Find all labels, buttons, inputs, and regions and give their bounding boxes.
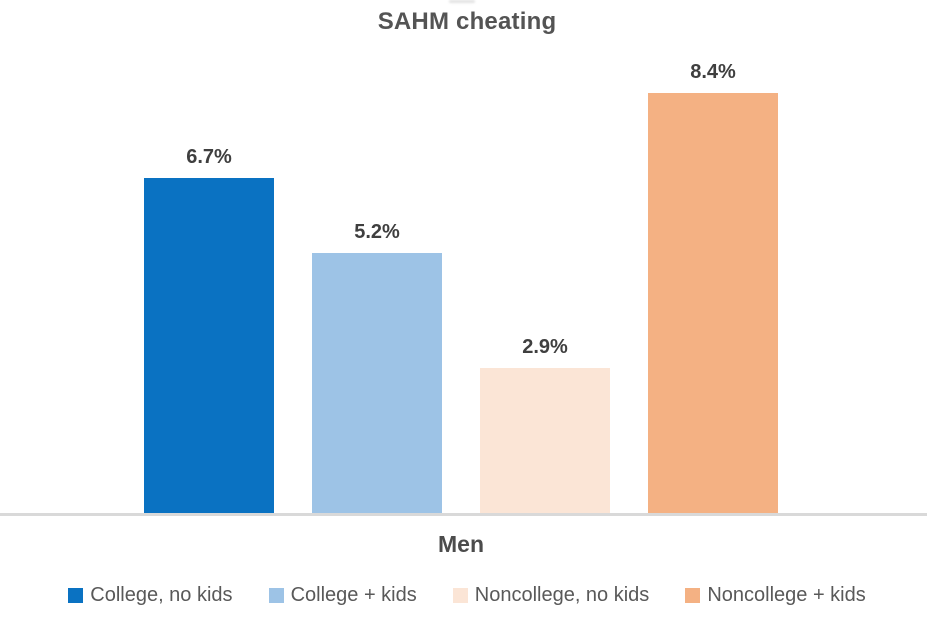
bar-value-label: 6.7% <box>186 146 232 168</box>
x-axis-label: Men <box>438 531 484 557</box>
bars: 6.7% 5.2% 2.9% 8.4% <box>0 61 922 513</box>
legend-swatch-icon <box>68 588 84 603</box>
legend-label: College + kids <box>290 584 417 606</box>
bar-1 <box>312 253 442 513</box>
legend-label: Noncollege, no kids <box>474 584 650 606</box>
legend-item: Noncollege, no kids <box>452 584 650 607</box>
legend: College, no kids College + kids Noncollege… <box>0 584 934 607</box>
legend-label: College, no kids <box>90 584 233 606</box>
legend-swatch-icon <box>452 588 468 603</box>
legend-swatch-icon <box>268 588 284 603</box>
bar-0 <box>144 178 274 513</box>
bar-group: 5.2% <box>312 221 442 513</box>
bar-group: 6.7% <box>144 146 274 513</box>
bar-value-label: 8.4% <box>690 61 736 83</box>
legend-item: Noncollege + kids <box>685 584 866 607</box>
bar-group: 2.9% <box>480 336 610 513</box>
cropped-edge-artifact <box>449 0 475 3</box>
bar-value-label: 2.9% <box>522 336 568 358</box>
bar-group: 8.4% <box>648 61 778 513</box>
bar-value-label: 5.2% <box>354 221 400 243</box>
legend-label: Noncollege + kids <box>707 584 866 606</box>
bar-3 <box>648 93 778 513</box>
legend-item: College, no kids <box>68 584 233 607</box>
legend-item: College + kids <box>268 584 417 607</box>
x-axis-line <box>0 513 927 516</box>
legend-swatch-icon <box>685 588 701 603</box>
bar-2 <box>480 368 610 513</box>
plot-area: 6.7% 5.2% 2.9% 8.4% <box>0 60 934 516</box>
chart-title: SAHM cheating <box>377 8 557 35</box>
